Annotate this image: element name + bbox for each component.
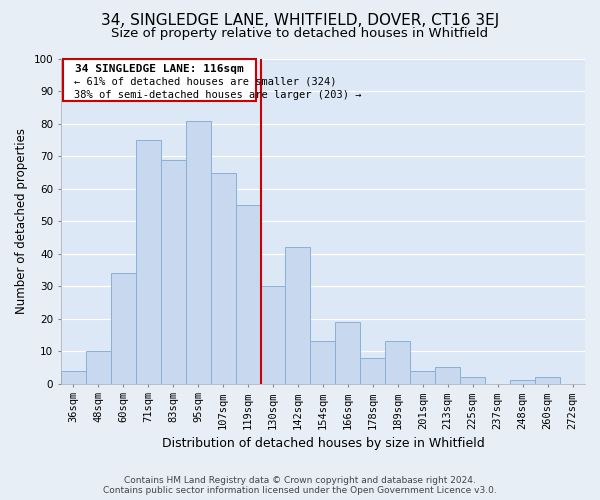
Bar: [361, 358, 385, 384]
Bar: [161, 160, 185, 384]
Bar: [335, 322, 361, 384]
FancyBboxPatch shape: [64, 59, 256, 101]
Bar: [61, 370, 86, 384]
Bar: [385, 342, 410, 384]
Text: 34, SINGLEDGE LANE, WHITFIELD, DOVER, CT16 3EJ: 34, SINGLEDGE LANE, WHITFIELD, DOVER, CT…: [101, 12, 499, 28]
Bar: [111, 273, 136, 384]
Bar: [211, 172, 236, 384]
Text: Size of property relative to detached houses in Whitfield: Size of property relative to detached ho…: [112, 28, 488, 40]
Bar: [510, 380, 535, 384]
Bar: [136, 140, 161, 384]
Bar: [535, 377, 560, 384]
Bar: [410, 370, 435, 384]
X-axis label: Distribution of detached houses by size in Whitfield: Distribution of detached houses by size …: [161, 437, 484, 450]
Bar: [435, 368, 460, 384]
Text: 38% of semi-detached houses are larger (203) →: 38% of semi-detached houses are larger (…: [74, 90, 361, 100]
Bar: [185, 120, 211, 384]
Y-axis label: Number of detached properties: Number of detached properties: [15, 128, 28, 314]
Bar: [286, 247, 310, 384]
Bar: [260, 286, 286, 384]
Bar: [236, 205, 260, 384]
Bar: [460, 377, 485, 384]
Bar: [310, 342, 335, 384]
Text: Contains HM Land Registry data © Crown copyright and database right 2024.
Contai: Contains HM Land Registry data © Crown c…: [103, 476, 497, 495]
Bar: [86, 351, 111, 384]
Text: ← 61% of detached houses are smaller (324): ← 61% of detached houses are smaller (32…: [74, 77, 336, 87]
Text: 34 SINGLEDGE LANE: 116sqm: 34 SINGLEDGE LANE: 116sqm: [75, 64, 244, 74]
